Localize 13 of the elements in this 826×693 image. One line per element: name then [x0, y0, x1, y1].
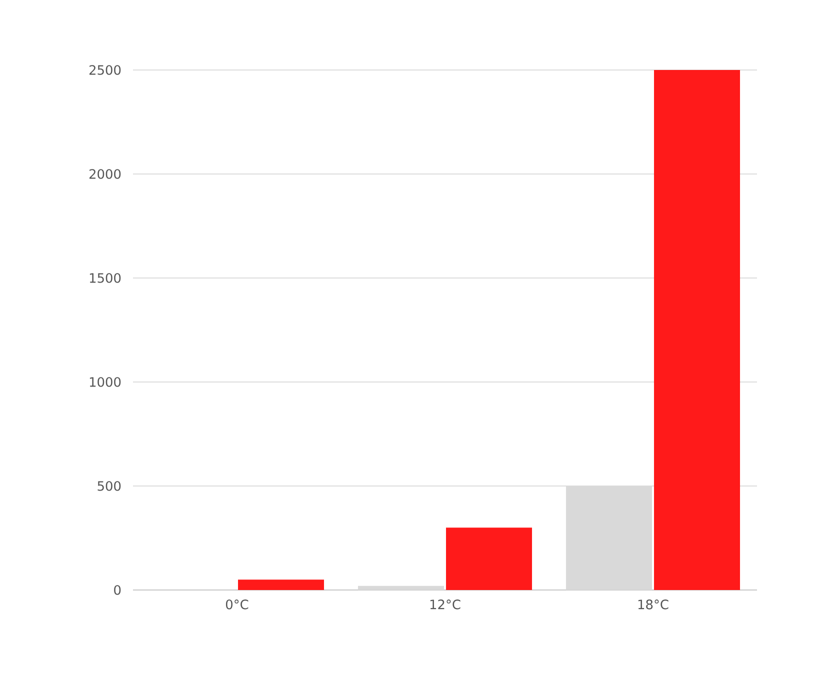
y-tick-label: 2500 [89, 65, 121, 75]
x-tick-label: 18°C [638, 600, 668, 610]
x-tick-label: 12°C [430, 600, 460, 610]
y-tick-label: 1000 [90, 377, 121, 387]
y-tick-label: 0 [114, 585, 121, 595]
y-tick-label: 2000 [89, 169, 121, 179]
y-tick-label: 500 [98, 481, 121, 491]
bar [446, 528, 532, 590]
bar [654, 70, 740, 590]
x-tick-label: 0°C [226, 600, 248, 610]
y-tick-label: 1500 [90, 273, 121, 283]
bar [358, 586, 444, 590]
bar [238, 580, 324, 590]
